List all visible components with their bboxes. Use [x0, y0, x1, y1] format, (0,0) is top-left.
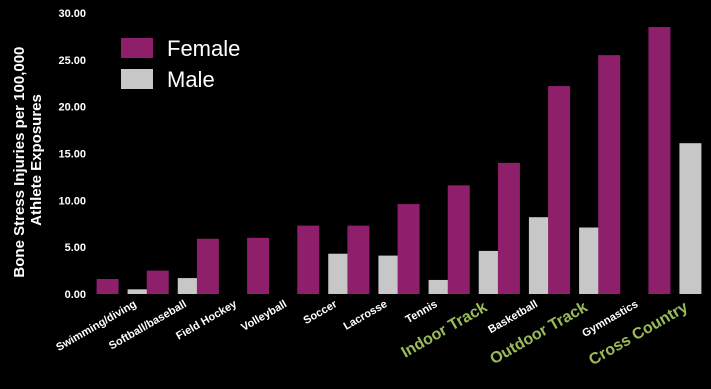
- y-tick-label: 0.00: [65, 289, 86, 301]
- legend: Female Male: [121, 36, 240, 92]
- bar-male: [127, 289, 150, 294]
- y-tick-label: 30.00: [58, 8, 86, 20]
- bar-female: [447, 185, 470, 294]
- bar-female: [96, 279, 119, 294]
- bar-male: [478, 250, 501, 294]
- bar-male: [328, 253, 351, 294]
- bar-male: [177, 278, 200, 294]
- bar-female: [397, 204, 420, 294]
- bar-male: [679, 143, 702, 294]
- y-tick-label: 20.00: [58, 102, 86, 114]
- bar-male: [378, 255, 401, 294]
- legend-label-female: Female: [167, 36, 240, 61]
- bar-male: [579, 227, 602, 294]
- y-tick-label: 10.00: [58, 195, 86, 207]
- bar-female: [347, 225, 370, 294]
- bar-female: [598, 55, 621, 295]
- bar-male: [528, 217, 551, 294]
- legend-label-male: Male: [167, 67, 215, 92]
- y-tick-label: 25.00: [58, 55, 86, 67]
- y-axis-label: Bone Stress Injuries per 100,000 Athlete…: [11, 42, 45, 277]
- y-tick-label: 15.00: [58, 149, 86, 161]
- bar-female: [497, 162, 520, 294]
- bar-female: [297, 225, 320, 294]
- bar-female: [247, 237, 270, 294]
- legend-swatch-female: [121, 38, 153, 58]
- y-tick-label: 5.00: [65, 242, 86, 254]
- bar-female: [648, 27, 671, 295]
- bar-male: [428, 279, 451, 294]
- legend-swatch-male: [121, 69, 153, 89]
- bar-female: [146, 270, 169, 294]
- y-axis-label-line-1: Bone Stress Injuries per 100,000: [11, 47, 28, 278]
- bar-female: [196, 238, 219, 294]
- bar-female: [548, 86, 571, 294]
- y-axis-ticks: 0.00 5.00 10.00 15.00 20.00 25.00 30.00: [58, 8, 86, 301]
- y-axis-label-line-2: Athlete Exposures: [28, 94, 45, 226]
- bars: [96, 27, 702, 295]
